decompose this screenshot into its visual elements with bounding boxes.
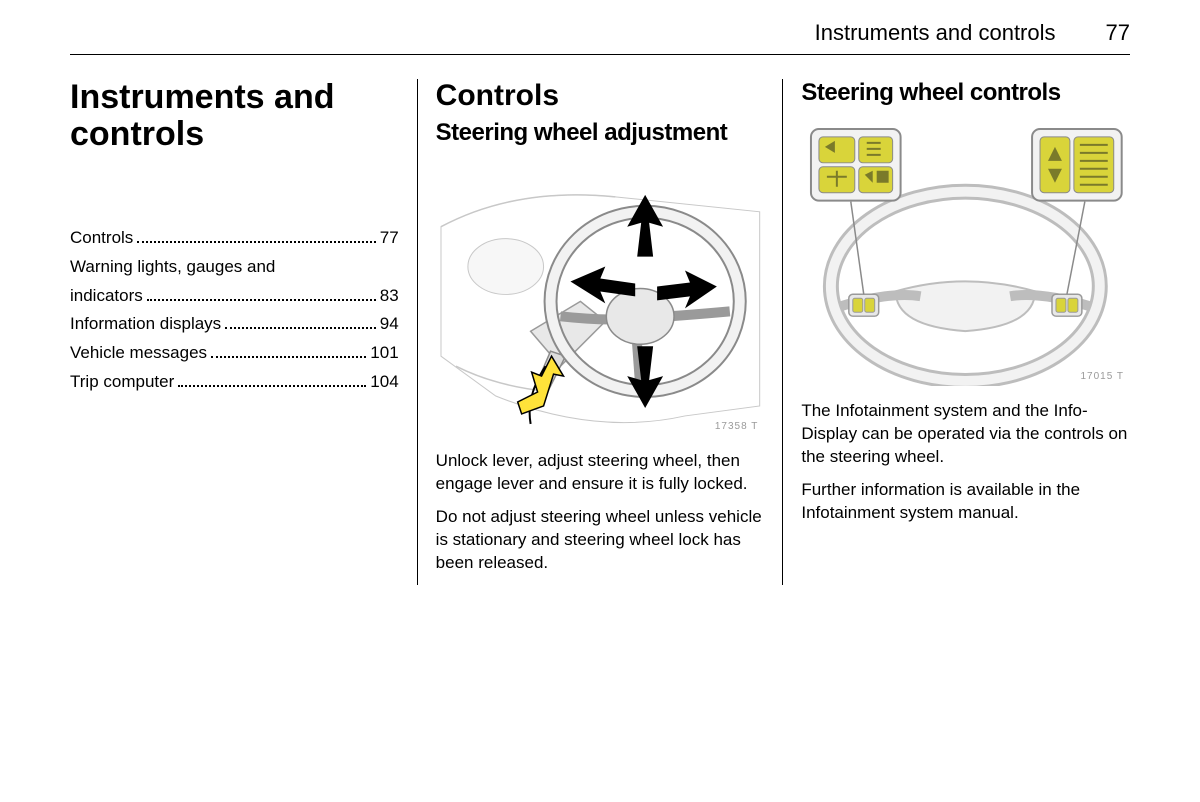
paragraph: Further information is available in the … <box>801 479 1130 525</box>
toc-leader <box>211 356 366 358</box>
steering-controls-icon <box>801 117 1130 386</box>
toc-leader <box>147 299 376 301</box>
figure-id: 17015 T <box>1081 371 1125 382</box>
subsection-title: Steering wheel controls <box>801 79 1130 107</box>
toc-label: indicators <box>70 282 143 311</box>
manual-page: Instruments and controls 77 Instruments … <box>0 0 1200 605</box>
header-page-number: 77 <box>1106 20 1130 46</box>
paragraph: The Infotainment system and the Info-Dis… <box>801 400 1130 469</box>
toc-leader <box>178 385 366 387</box>
page-header: Instruments and controls 77 <box>70 20 1130 55</box>
toc-page: 101 <box>370 339 398 368</box>
toc-leader <box>225 327 376 329</box>
toc-label: Information displays <box>70 310 221 339</box>
column-steering-controls: Steering wheel controls <box>782 79 1130 585</box>
toc-page: 94 <box>380 310 399 339</box>
figure-id: 17358 T <box>715 421 759 432</box>
paragraph: Unlock lever, adjust steering wheel, the… <box>436 450 765 496</box>
chapter-title: Instruments and controls <box>70 79 399 154</box>
toc-leader <box>137 241 375 243</box>
toc-page: 104 <box>370 368 398 397</box>
toc-label: Controls <box>70 224 133 253</box>
toc-page: 77 <box>380 224 399 253</box>
toc-label: Vehicle messages <box>70 339 207 368</box>
paragraph: Do not adjust steering wheel unless vehi… <box>436 506 765 575</box>
toc-page: 83 <box>380 282 399 311</box>
toc-item: Information displays 94 <box>70 310 399 339</box>
steering-adjustment-figure: 17358 T <box>436 157 765 436</box>
toc-item: Vehicle messages 101 <box>70 339 399 368</box>
steering-adjustment-icon <box>436 157 765 436</box>
column-controls: Controls Steering wheel adjustment <box>417 79 783 585</box>
header-title: Instruments and controls <box>815 20 1056 46</box>
toc-item: Controls 77 <box>70 224 399 253</box>
column-toc: Instruments and controls Controls 77 War… <box>70 79 417 585</box>
table-of-contents: Controls 77 Warning lights, gauges and i… <box>70 224 399 397</box>
steering-controls-figure: 17015 T <box>801 117 1130 386</box>
section-title: Controls <box>436 79 765 113</box>
toc-item: Trip computer 104 <box>70 368 399 397</box>
toc-label: Warning lights, gauges and <box>70 253 399 282</box>
content-columns: Instruments and controls Controls 77 War… <box>70 79 1130 585</box>
toc-label: Trip computer <box>70 368 174 397</box>
subsection-title: Steering wheel adjustment <box>436 119 765 147</box>
toc-item: Warning lights, gauges and indicators 83 <box>70 253 399 311</box>
